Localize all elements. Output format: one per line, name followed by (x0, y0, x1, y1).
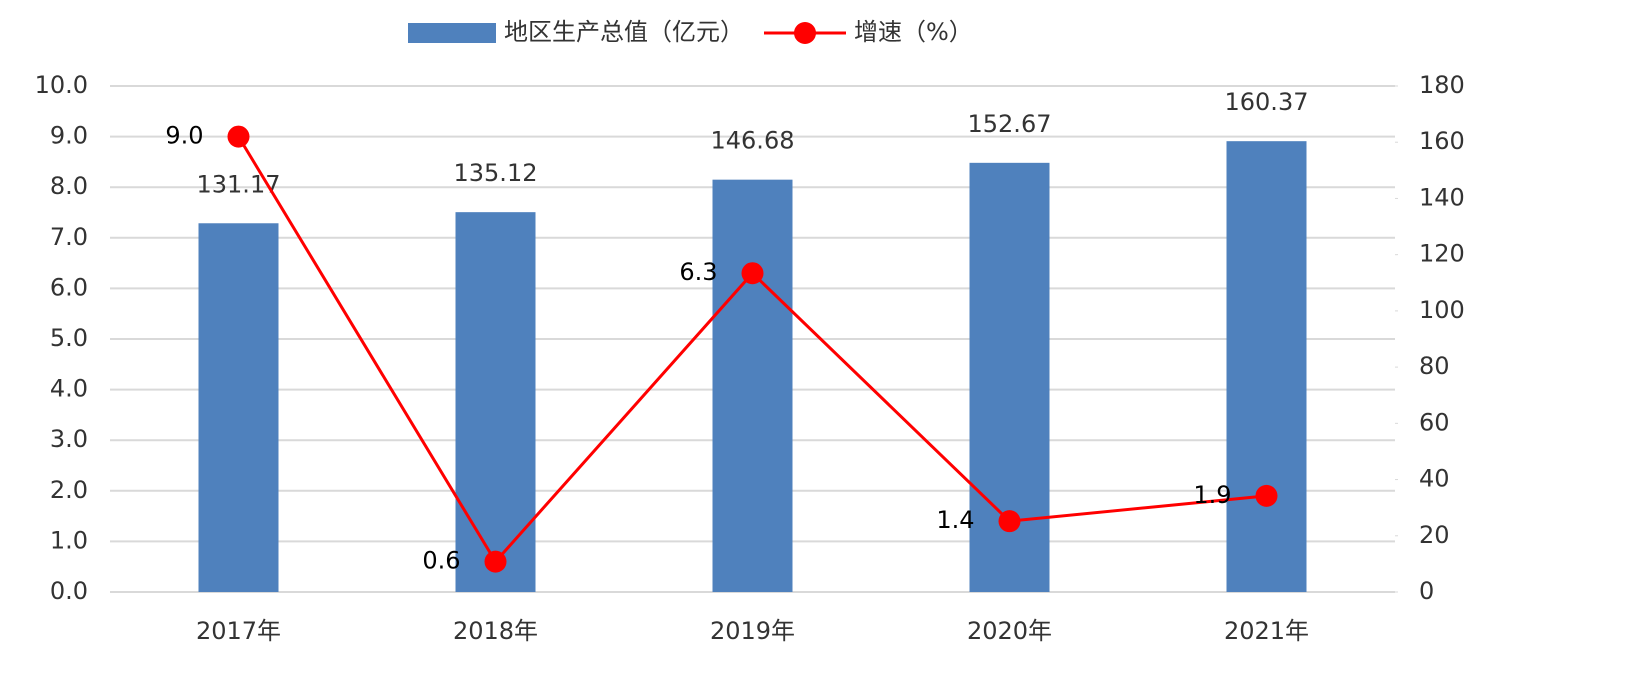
legend-marker (794, 22, 816, 44)
x-tick-label: 2017年 (196, 617, 281, 645)
bar (198, 223, 279, 593)
y-tick-label: 1.0 (50, 526, 88, 554)
line-marker (998, 510, 1021, 533)
line-marker (1255, 484, 1278, 507)
y2-tick-label: 100 (1419, 296, 1465, 324)
legend-swatch (408, 23, 496, 43)
y-tick-label: 3.0 (50, 425, 88, 453)
line-marker (227, 125, 250, 148)
y-tick-label: 4.0 (50, 375, 88, 403)
bar (1226, 141, 1307, 592)
y2-tick-label: 80 (1419, 352, 1450, 380)
line-value-label: 0.6 (422, 547, 460, 575)
line-value-label: 1.9 (1193, 481, 1231, 509)
y-tick-label: 0.0 (50, 577, 88, 605)
y-tick-label: 6.0 (50, 273, 88, 301)
y2-tick-label: 40 (1419, 465, 1450, 493)
legend-label: 地区生产总值（亿元） (504, 18, 744, 46)
bar-value-label: 152.67 (968, 110, 1052, 138)
y-tick-label: 8.0 (50, 172, 88, 200)
y2-tick-label: 0 (1419, 577, 1434, 605)
y-tick-label: 7.0 (50, 223, 88, 251)
y2-tick-label: 140 (1419, 183, 1465, 211)
y-tick-label: 10.0 (35, 71, 88, 99)
bar-value-label: 135.12 (454, 159, 538, 187)
legend-entry: 地区生产总值（亿元） (408, 18, 744, 46)
y-tick-label: 9.0 (50, 122, 88, 150)
bar-value-label: 146.68 (711, 127, 795, 155)
y-tick-label: 5.0 (50, 324, 88, 352)
legend-label: 增速（%） (854, 18, 973, 46)
x-tick-label: 2021年 (1224, 617, 1309, 645)
y2-tick-label: 180 (1419, 71, 1465, 99)
y-tick-label: 2.0 (50, 476, 88, 504)
line-value-label: 6.3 (679, 258, 717, 286)
line-marker (741, 262, 764, 285)
line-value-label: 9.0 (165, 122, 203, 150)
x-tick-label: 2018年 (453, 617, 538, 645)
y2-tick-label: 120 (1419, 240, 1465, 268)
line-value-label: 1.4 (936, 506, 974, 534)
y2-tick-label: 160 (1419, 127, 1465, 155)
x-tick-label: 2019年 (710, 617, 795, 645)
bar-value-label: 160.37 (1225, 88, 1309, 116)
line-marker (484, 550, 507, 573)
y2-tick-label: 20 (1419, 521, 1450, 549)
legend-entry: 增速（%） (764, 18, 973, 46)
bar (455, 212, 536, 593)
y2-tick-label: 60 (1419, 408, 1450, 436)
x-tick-label: 2020年 (967, 617, 1052, 645)
bar (712, 179, 793, 592)
